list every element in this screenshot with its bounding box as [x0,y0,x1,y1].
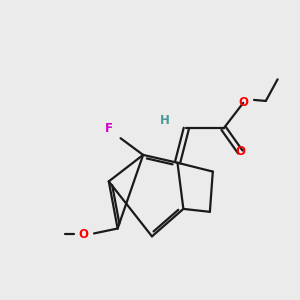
Text: O: O [238,96,248,110]
Text: O: O [235,146,245,158]
Text: F: F [105,122,113,135]
Text: O: O [78,228,88,241]
Text: H: H [160,114,170,127]
